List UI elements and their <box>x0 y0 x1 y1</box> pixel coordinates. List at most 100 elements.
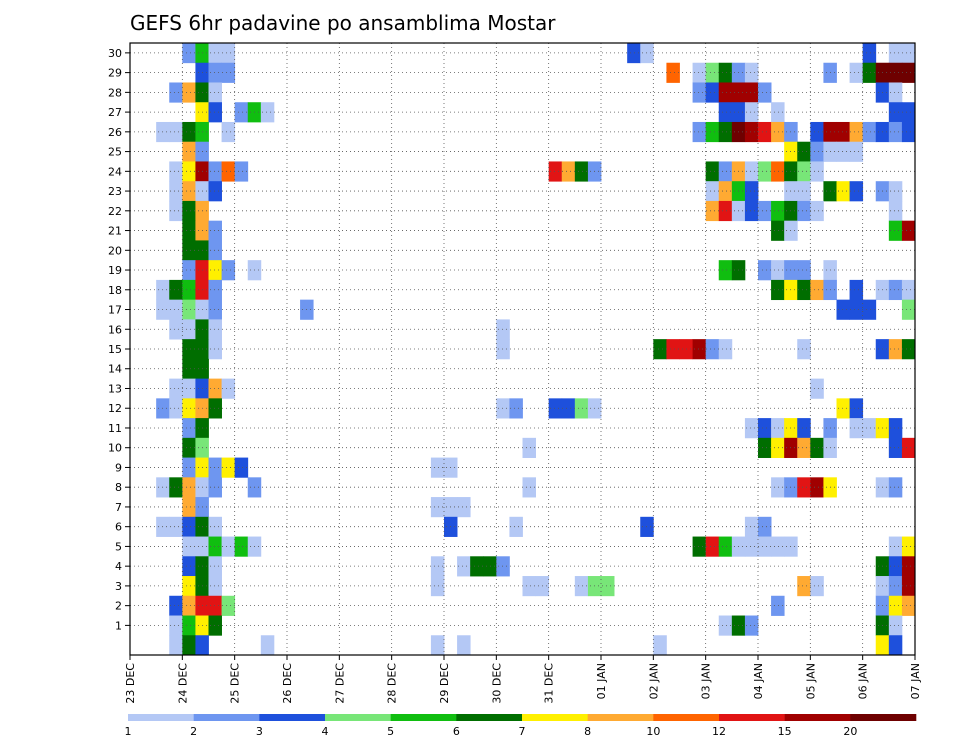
heatmap-cell <box>771 200 785 222</box>
colorbar-swatch <box>128 714 194 721</box>
heatmap-cell <box>810 576 824 597</box>
heatmap-cell <box>208 378 222 399</box>
heatmap-cell <box>221 260 236 281</box>
colorbar-tick-label: 6 <box>453 725 460 738</box>
heatmap-cell <box>430 576 445 597</box>
heatmap-cell <box>457 497 471 518</box>
heatmap-cell <box>208 62 222 83</box>
colorbar-tick-label: 10 <box>646 725 660 738</box>
heatmap-cell <box>666 62 680 83</box>
heatmap-cell <box>901 279 916 301</box>
heatmap-cell <box>234 161 249 182</box>
heatmap-cell <box>888 200 903 222</box>
x-tick-label: 02 JAN <box>647 663 660 699</box>
colorbar-tick-label: 7 <box>519 725 526 738</box>
heatmap-cell <box>744 536 759 557</box>
heatmap-cell <box>561 398 576 419</box>
heatmap-cell <box>234 536 249 557</box>
x-tick-label: 25 DEC <box>229 663 242 704</box>
heatmap-cell <box>182 418 196 439</box>
x-tick-label: 24 DEC <box>176 663 189 704</box>
heatmap-cell <box>692 339 707 360</box>
y-tick-label: 6 <box>115 521 122 534</box>
heatmap-cell <box>744 181 759 202</box>
y-tick-label: 26 <box>108 126 122 139</box>
heatmap-cell <box>718 615 733 636</box>
heatmap-cell <box>182 43 196 64</box>
heatmap-cell <box>862 43 877 64</box>
heatmap-cell <box>169 398 183 419</box>
heatmap-cell <box>169 319 183 340</box>
dotted-grid <box>130 43 915 655</box>
heatmap-cell <box>221 536 236 557</box>
heatmap-cell <box>208 240 222 261</box>
heatmap-cell <box>849 398 864 419</box>
colorbar-tick-label: 5 <box>387 725 394 738</box>
heatmap-cell <box>457 556 471 577</box>
heatmap-cell <box>169 635 183 656</box>
heatmap-cell <box>849 181 864 202</box>
heatmap-cell <box>182 181 196 202</box>
heatmap-cell <box>862 62 877 83</box>
colorbar-swatch <box>456 714 523 721</box>
heatmap-cell <box>888 43 903 64</box>
heatmap-cell <box>182 477 196 498</box>
heatmap-cell <box>758 161 772 182</box>
heatmap-cell <box>260 102 275 123</box>
x-tick-label: 04 JAN <box>752 663 765 699</box>
heatmap-cell <box>548 161 563 182</box>
colorbar-swatch <box>193 714 260 721</box>
heatmap-cell <box>810 141 824 162</box>
colorbar-swatch <box>259 714 326 721</box>
heatmap-cell <box>771 161 785 182</box>
y-tick-label: 23 <box>108 185 122 198</box>
heatmap-cell <box>744 121 759 143</box>
heatmap-cell <box>771 260 785 281</box>
y-tick-label: 27 <box>108 106 122 119</box>
y-tick-label: 29 <box>108 67 122 80</box>
y-tick-label: 16 <box>108 323 122 336</box>
heatmap-cell <box>692 536 707 557</box>
heatmap-cell <box>430 497 445 518</box>
y-tick-label: 28 <box>108 86 122 99</box>
heatmap-cell <box>888 279 903 301</box>
colorbar-swatch <box>325 714 391 721</box>
heatmap-cell <box>888 595 903 616</box>
heatmap-cell <box>208 299 222 320</box>
heatmap-cell <box>169 595 183 616</box>
heatmap-cell <box>182 536 196 557</box>
heatmap-cell <box>718 181 733 202</box>
heatmap-cell <box>744 62 759 83</box>
colorbar-tick-label: 3 <box>256 725 263 738</box>
heatmap-cell <box>182 161 196 182</box>
colorbar-tick-label: 15 <box>778 725 792 738</box>
heatmap-cell <box>718 82 733 103</box>
heatmap-cell <box>182 260 196 281</box>
heatmap-cell <box>744 200 759 222</box>
heatmap-cell <box>221 595 236 616</box>
heatmap-cell <box>169 378 183 399</box>
y-tick-label: 1 <box>115 619 122 632</box>
heatmap-cell <box>888 181 903 202</box>
heatmap-cell <box>797 437 811 458</box>
heatmap-cell <box>758 536 772 557</box>
heatmap-cell <box>797 418 811 439</box>
heatmap-cell <box>692 121 707 143</box>
y-tick-label: 14 <box>108 363 122 376</box>
heatmap-cell <box>627 43 641 64</box>
heatmap-cell <box>182 220 196 241</box>
heatmap-cell <box>208 181 222 202</box>
heatmap-cell <box>836 141 850 162</box>
heatmap-cell <box>522 576 536 597</box>
heatmap-cell <box>797 141 811 162</box>
heatmap-cell <box>744 418 759 439</box>
heatmap-cell <box>771 220 785 241</box>
heatmap-cell <box>901 339 916 360</box>
y-tick-label: 19 <box>108 264 122 277</box>
y-tick-label: 11 <box>108 422 122 435</box>
heatmap-cell <box>797 279 811 301</box>
heatmap-cell <box>169 121 183 143</box>
heatmap-cell <box>208 82 222 103</box>
heatmap-cell <box>705 536 720 557</box>
